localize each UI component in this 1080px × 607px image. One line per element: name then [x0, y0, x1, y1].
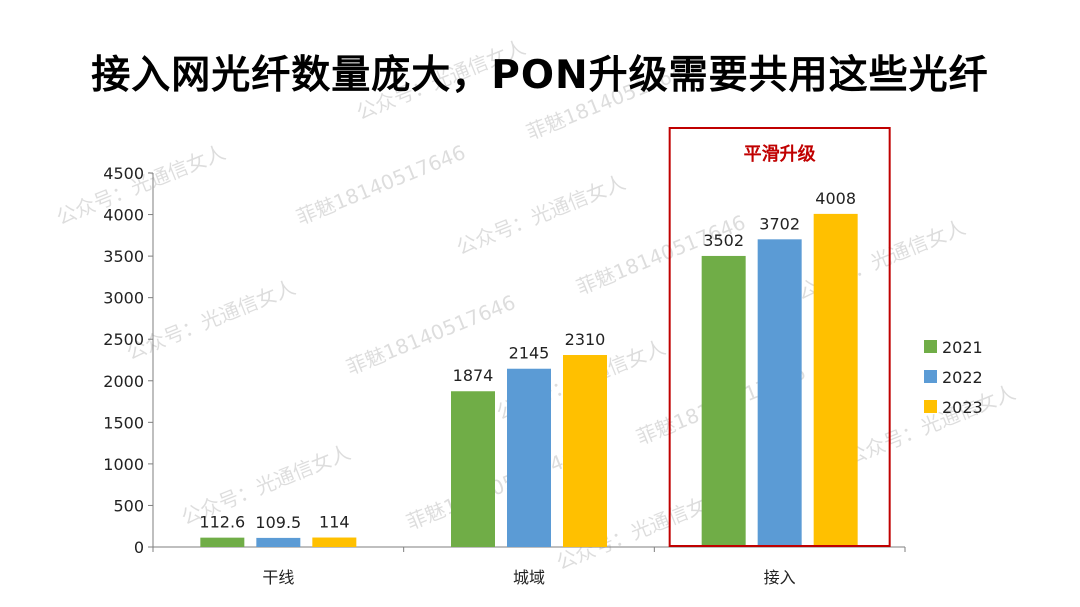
y-tick-label: 4500: [103, 164, 144, 183]
watermark-text: 公众号：光通信女人: [123, 275, 299, 365]
data-label: 2310: [565, 330, 606, 349]
watermark-text: 公众号：光通信女人: [843, 380, 1019, 470]
legend-swatch-2022: [924, 370, 937, 383]
data-label: 3702: [759, 214, 800, 233]
y-tick-label: 500: [113, 496, 144, 515]
page-title: 接入网光纤数量庞大，PON升级需要共用这些光纤: [91, 53, 989, 98]
bar-2021-城域: [451, 391, 495, 547]
bar-2022-接入: [757, 239, 802, 547]
y-tick-label: 2000: [103, 372, 144, 391]
highlight-box: [668, 127, 891, 547]
watermark-text: 菲魅18140517646: [293, 140, 469, 230]
legend-swatch-2021: [924, 340, 937, 353]
bar-2021-接入: [701, 255, 746, 547]
legend-label-2022: 2022: [942, 368, 983, 387]
data-label: 3502: [703, 231, 744, 250]
y-tick-label: 3000: [103, 289, 144, 308]
y-tick-label: 1000: [103, 455, 144, 474]
data-label: 112.6: [199, 513, 245, 532]
bar-2023-接入: [813, 213, 858, 547]
watermark-text: 菲魅18140517646: [523, 55, 699, 145]
data-label: 114: [319, 513, 350, 532]
y-tick-label: 3500: [103, 247, 144, 266]
legend-label-2023: 2023: [942, 398, 983, 417]
y-tick-label: 4000: [103, 206, 144, 225]
highlight-label: 平滑升级: [744, 143, 817, 165]
legend-label-2021: 2021: [942, 338, 983, 357]
y-tick-label: 0: [134, 538, 144, 557]
data-label: 2145: [509, 344, 550, 363]
bar-2021-干线: [200, 537, 245, 547]
watermark-text: 公众号：光通信女人: [453, 170, 629, 260]
legend-swatch-2023: [924, 400, 937, 413]
data-label: 1874: [453, 366, 494, 385]
data-label: 109.5: [255, 513, 301, 532]
data-label: 4008: [815, 189, 856, 208]
x-category-label: 干线: [262, 568, 294, 587]
x-category-label: 接入: [764, 568, 796, 587]
bar-2023-干线: [312, 537, 357, 547]
y-tick-label: 1500: [103, 413, 144, 432]
watermark-text: 公众号：光通信女人: [353, 35, 529, 125]
bar-2023-城域: [563, 355, 607, 547]
bar-2022-干线: [256, 537, 301, 547]
y-tick-label: 2500: [103, 330, 144, 349]
bar-2022-城域: [507, 368, 551, 547]
x-category-label: 城域: [513, 568, 545, 587]
